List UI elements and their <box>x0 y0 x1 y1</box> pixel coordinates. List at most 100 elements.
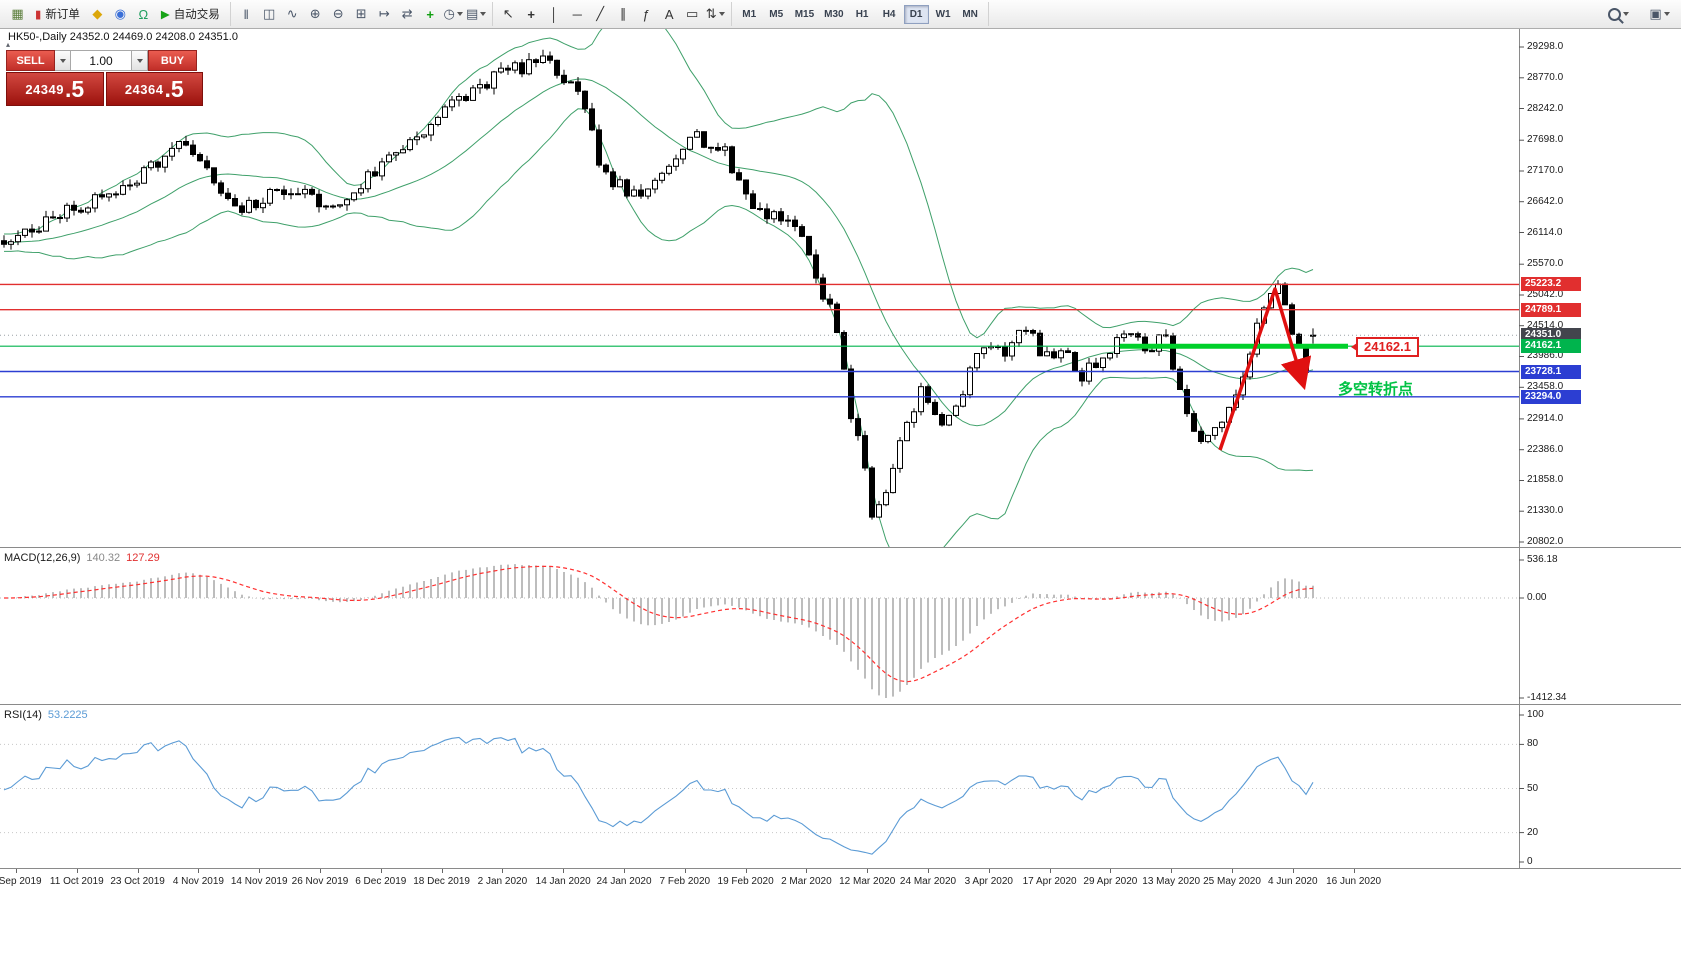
chart-canvas[interactable] <box>0 28 1681 547</box>
panels-icon-dropdown <box>1663 12 1670 16</box>
time-label: 4 Jun 2020 <box>1268 876 1318 887</box>
zoom-in-icon: ⊕ <box>309 6 321 21</box>
auto-trading-button-label: 自动交易 <box>173 9 220 21</box>
time-label: 4 Nov 2019 <box>172 876 224 887</box>
periods-icon: ◷ <box>443 6 455 21</box>
level-callout[interactable]: 24162.1 <box>1351 337 1419 357</box>
sell-options-dropdown[interactable] <box>55 50 71 71</box>
panels-icon[interactable]: ▣ <box>1648 3 1671 25</box>
price-badge: 25223.2 <box>1521 277 1581 292</box>
time-tick <box>1353 869 1355 873</box>
fibonacci-icon: ƒ <box>642 6 650 22</box>
timeframe-d1[interactable]: D1 <box>903 4 929 24</box>
fibonacci-icon[interactable]: ƒ <box>635 3 658 25</box>
templates-icon[interactable]: ▤ <box>465 3 488 25</box>
panels-icon: ▣ <box>1649 6 1662 21</box>
rsi-panel[interactable]: 100 80 50 20 0 RSI(14) 53.2225 <box>0 704 1681 869</box>
time-tick <box>806 869 808 873</box>
price-axis[interactable]: 29298.0 28770.0 28242.0 27698.0 27170.0 26642… <box>0 28 1681 547</box>
time-label: 6 Dec 2019 <box>355 876 407 887</box>
arrows-icon[interactable]: ⇅ <box>704 3 727 25</box>
price-tick-label: 23986.0 <box>1527 350 1564 362</box>
price-tick-label: 20802.0 <box>1527 536 1564 547</box>
search-icon[interactable] <box>1607 3 1630 25</box>
toolbar-group-right: ▣ <box>1603 2 1681 26</box>
buy-price-frac: .5 <box>164 75 184 102</box>
periods-icon[interactable]: ◷ <box>442 3 465 25</box>
time-tick <box>16 869 17 873</box>
crosshair-icon[interactable]: + <box>520 3 543 25</box>
rsi-canvas[interactable] <box>0 705 1681 869</box>
indicators-icon[interactable]: + <box>419 3 442 25</box>
tile-windows-icon[interactable]: ⊞ <box>350 3 373 25</box>
auto-scroll-icon[interactable]: ↦ <box>373 3 396 25</box>
timeframe-m15[interactable]: M15 <box>791 5 818 24</box>
time-axis[interactable]: 7 Sep 2019 11 Oct 2019 23 Oct 2019 4 Nov 20… <box>0 868 1681 895</box>
trendline-icon[interactable]: ╱ <box>589 3 612 25</box>
time-tick <box>1292 869 1294 873</box>
chart-shift-icon[interactable]: ⇄ <box>396 3 419 25</box>
sell-button[interactable]: SELL <box>6 50 55 71</box>
channel-icon: ∥ <box>619 6 627 21</box>
time-label: 26 Nov 2019 <box>291 876 349 887</box>
navigator-icon[interactable]: ◆ <box>86 3 109 25</box>
time-label: 17 Apr 2020 <box>1022 876 1077 887</box>
collapse-widget-icon[interactable] <box>6 40 10 49</box>
price-tick-label: 27170.0 <box>1527 164 1564 176</box>
price-tick-label: 26114.0 <box>1527 226 1563 238</box>
price-badge: 24162.1 <box>1521 339 1581 354</box>
timeframe-m30[interactable]: M30 <box>820 5 847 24</box>
time-tick <box>76 869 78 873</box>
timeframe-m5[interactable]: M5 <box>764 5 789 24</box>
time-label: 14 Jan 2020 <box>535 876 591 887</box>
time-label: 3 Apr 2020 <box>964 876 1013 887</box>
sell-price-box[interactable]: 24349.5 <box>6 72 104 106</box>
volume-dropdown[interactable] <box>132 50 148 71</box>
main-chart-panel[interactable]: 29298.0 28770.0 28242.0 27698.0 27170.0 26642… <box>0 28 1681 547</box>
time-tick <box>137 869 139 873</box>
price-tick-label: 23458.0 <box>1527 381 1564 393</box>
buy-button[interactable]: BUY <box>148 50 197 71</box>
rsi-tick-label: 100 <box>1527 709 1544 720</box>
buy-price-box[interactable]: 24364.5 <box>105 72 203 106</box>
toolbar-group-standard: ▦ ▮ 新订单 ◆ ◉ Ω ▶ 自动交易 <box>2 2 231 26</box>
chart-title: HK50-,Daily 24352.0 24469.0 24208.0 2435… <box>8 31 238 43</box>
rsi-axis[interactable]: 100 80 50 20 0 <box>0 705 1681 869</box>
line-chart-icon[interactable]: ∿ <box>281 3 304 25</box>
timeframe-m1[interactable]: M1 <box>737 5 762 24</box>
text-icon[interactable]: A <box>658 3 681 25</box>
macd-axis[interactable]: 536.18 0.00 -1412.34 <box>0 548 1681 705</box>
vertical-line-icon[interactable]: │ <box>543 3 566 25</box>
terminal-icon[interactable]: Ω <box>132 3 155 25</box>
timeframe-mn[interactable]: MN <box>958 5 983 24</box>
price-tick-label: 29298.0 <box>1527 41 1564 52</box>
zoom-in-icon[interactable]: ⊕ <box>304 3 327 25</box>
auto-trading-button[interactable]: ▶ 自动交易 <box>155 3 226 25</box>
bar-chart-icon[interactable]: ‖ <box>235 3 258 25</box>
market-watch-icon[interactable]: ◉ <box>109 3 132 25</box>
tile-windows-icon: ⊞ <box>355 6 367 21</box>
time-label: 2 Mar 2020 <box>781 876 832 887</box>
timeframe-h1[interactable]: H1 <box>850 5 875 24</box>
time-tick <box>745 869 747 873</box>
new-chart-icon[interactable]: ▦ <box>6 3 29 25</box>
volume-input[interactable]: 1.00 <box>71 50 132 71</box>
new-order-button[interactable]: ▮ 新订单 <box>29 3 86 25</box>
timeframe-w1[interactable]: W1 <box>931 5 956 24</box>
time-tick <box>928 869 929 873</box>
macd-panel[interactable]: 536.18 0.00 -1412.34 MACD(12,26,9) 140.32 12… <box>0 547 1681 705</box>
timeframe-h4[interactable]: H4 <box>877 5 902 24</box>
macd-tick-label: 0.00 <box>1527 591 1547 603</box>
zoom-out-icon[interactable]: ⊖ <box>327 3 350 25</box>
sell-price-frac: .5 <box>64 75 85 102</box>
candlestick-chart-icon[interactable]: ◫ <box>258 3 281 25</box>
cursor-icon[interactable]: ↖ <box>497 3 520 25</box>
horizontal-line-icon[interactable]: ─ <box>566 3 589 25</box>
trendline-icon: ╱ <box>596 6 605 21</box>
price-tick-label: 24514.0 <box>1527 319 1564 331</box>
label-icon[interactable]: ▭ <box>681 3 704 25</box>
channel-icon[interactable]: ∥ <box>612 3 635 25</box>
macd-canvas[interactable] <box>0 548 1681 705</box>
time-label: 2 Jan 2020 <box>477 876 528 887</box>
arrows-icon-dropdown <box>718 12 725 16</box>
